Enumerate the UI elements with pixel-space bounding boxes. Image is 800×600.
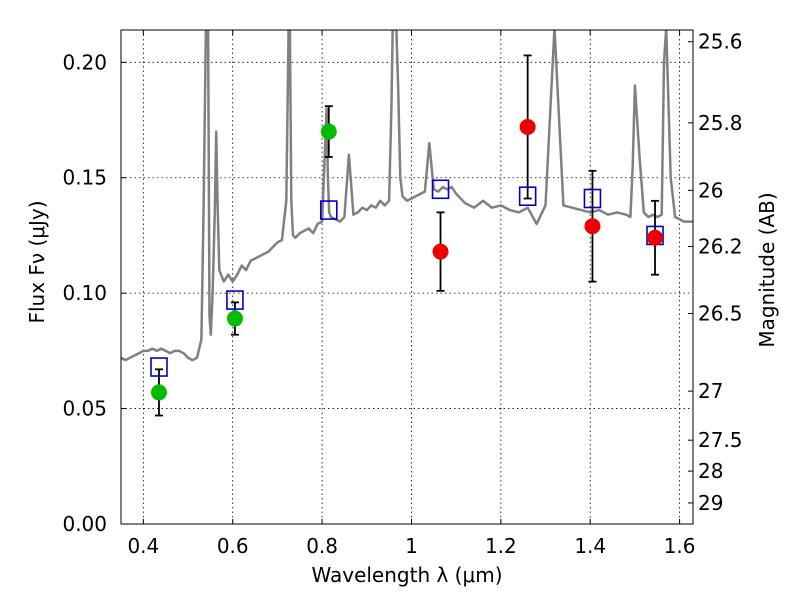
model-sed-line bbox=[121, 30, 693, 362]
y-tick-label: 0.05 bbox=[62, 397, 107, 421]
y2-tick-label: 27 bbox=[698, 379, 723, 403]
plot-data bbox=[121, 30, 693, 362]
y2-axis-title: Magnitude (AB) bbox=[755, 192, 779, 347]
y2-tick-label: 25.6 bbox=[698, 30, 743, 54]
y2-tick-label: 26.5 bbox=[698, 301, 743, 325]
x-tick-label: 1.2 bbox=[485, 534, 517, 558]
x-tick-label: 1 bbox=[405, 534, 418, 558]
x-axis-title: Wavelength λ (μm) bbox=[311, 563, 502, 587]
model-photometry-point bbox=[319, 200, 338, 220]
y-tick-label: 0.15 bbox=[62, 166, 107, 190]
y2-tick-label: 28 bbox=[698, 459, 723, 483]
y-tick-label: 0.00 bbox=[62, 512, 107, 536]
observed-photometry-point bbox=[432, 243, 449, 260]
observed-photometry-point bbox=[584, 218, 601, 235]
x-tick-label: 0.8 bbox=[306, 534, 338, 558]
x-tick-label: 0.4 bbox=[127, 534, 159, 558]
y-tick-label: 0.20 bbox=[62, 50, 107, 74]
y2-tick-label: 25.8 bbox=[698, 111, 743, 135]
y-axis-title: Flux Fν (μJy) bbox=[25, 200, 49, 323]
model-photometry-point bbox=[431, 179, 450, 200]
model-photometry-point bbox=[518, 186, 537, 207]
plot-frame bbox=[120, 29, 694, 525]
y2-tick-label: 26.2 bbox=[698, 234, 743, 258]
model-photometry-point bbox=[226, 290, 244, 310]
observed-photometry-point bbox=[320, 123, 337, 140]
axes: 0.4 0.6 0.8 1 1.2 1.4 1.6 0.00 0.05 0.10 0.15 0.20 2… bbox=[62, 30, 742, 558]
x-tick-label: 0.6 bbox=[217, 534, 249, 558]
model-photometry-point bbox=[583, 188, 602, 209]
model-photometry-point bbox=[150, 357, 168, 377]
markers bbox=[150, 118, 664, 401]
observed-photometry-point bbox=[226, 310, 243, 327]
y2-tick-label: 27.5 bbox=[698, 428, 743, 452]
observed-photometry-point bbox=[519, 118, 536, 135]
y2-tick-label: 26 bbox=[698, 178, 723, 202]
observed-photometry-point bbox=[647, 229, 664, 246]
x-tick-label: 1.4 bbox=[574, 534, 606, 558]
x-tick-label: 1.6 bbox=[664, 534, 696, 558]
y-tick-label: 0.10 bbox=[62, 281, 107, 305]
y2-tick-label: 29 bbox=[698, 491, 723, 515]
observed-photometry-point bbox=[150, 384, 167, 401]
